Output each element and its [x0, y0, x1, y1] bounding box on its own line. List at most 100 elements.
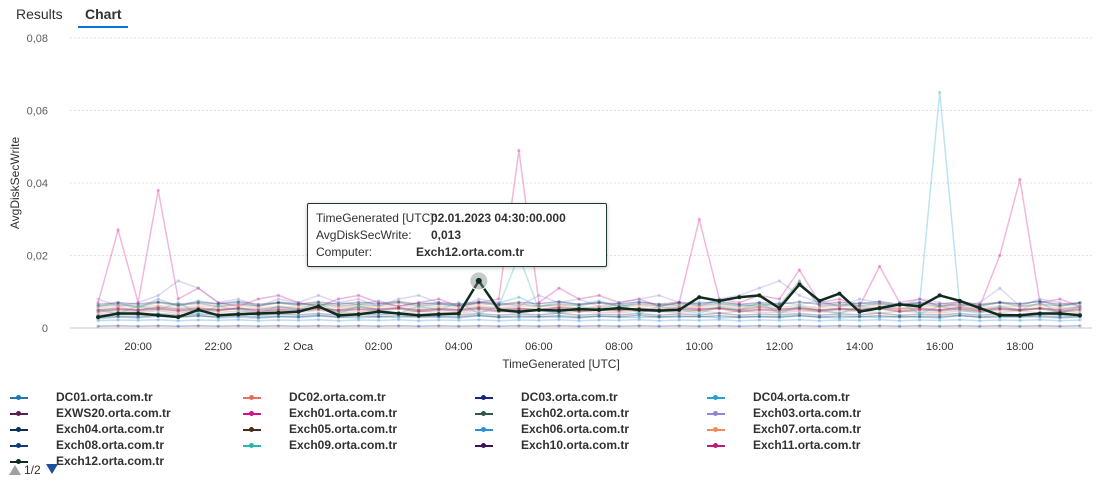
- data-point: [336, 319, 341, 323]
- data-point: [617, 309, 621, 313]
- data-point: [256, 316, 260, 320]
- x-tick-label: 20:00: [124, 341, 152, 353]
- data-point: [356, 302, 361, 307]
- data-point: [797, 311, 802, 316]
- data-point: [777, 324, 781, 328]
- data-point: [978, 302, 982, 307]
- series-line: [98, 318, 1081, 322]
- data-point: [176, 302, 180, 307]
- data-point: [497, 313, 501, 317]
- data-point: [156, 188, 160, 192]
- data-point: [156, 309, 160, 313]
- data-point: [497, 303, 501, 307]
- data-point: [376, 309, 381, 314]
- data-point: [697, 307, 701, 312]
- data-point: [437, 301, 441, 305]
- data-point: [998, 253, 1002, 258]
- data-point: [998, 304, 1002, 308]
- data-point: [918, 318, 922, 322]
- legend-marker-icon: [481, 411, 486, 416]
- tab-chart[interactable]: Chart: [85, 6, 122, 22]
- data-point: [136, 318, 140, 322]
- data-point: [938, 90, 942, 94]
- data-point: [236, 297, 240, 301]
- data-point: [998, 300, 1002, 304]
- data-point: [978, 315, 982, 319]
- data-point: [417, 306, 421, 310]
- data-point: [958, 309, 962, 313]
- data-point: [938, 308, 942, 312]
- series-line: [98, 279, 1081, 308]
- data-point: [377, 299, 381, 303]
- data-point: [757, 318, 761, 322]
- line-chart[interactable]: 0 0,02 0,04 0,06 0,08 20:00 22:00 2 Oca 02:00 04:…: [0, 30, 1098, 382]
- data-point: [196, 286, 200, 290]
- legend-page-down-icon[interactable]: [46, 462, 58, 476]
- data-point: [216, 309, 220, 313]
- data-point: [497, 319, 501, 323]
- data-point: [977, 306, 982, 311]
- data-point: [938, 313, 942, 317]
- data-point: [637, 297, 641, 301]
- data-point: [898, 324, 902, 328]
- data-point: [677, 301, 681, 305]
- data-point: [176, 311, 180, 316]
- data-point: [356, 316, 361, 320]
- data-point: [577, 316, 581, 320]
- data-point: [857, 297, 862, 301]
- legend-page-up-icon[interactable]: [8, 462, 21, 476]
- data-point: [356, 304, 361, 308]
- data-point: [116, 302, 120, 307]
- x-tick-label: 16:00: [926, 341, 954, 353]
- data-point: [677, 304, 681, 308]
- data-point: [176, 324, 180, 328]
- data-point: [938, 305, 942, 309]
- data-point: [958, 314, 962, 318]
- y-axis-label: AvgDiskSecWrite: [8, 137, 22, 230]
- data-point: [216, 310, 220, 314]
- data-point: [236, 315, 240, 319]
- data-point: [336, 308, 341, 312]
- data-point: [697, 303, 701, 307]
- data-point: [356, 324, 361, 328]
- data-point: [1038, 299, 1042, 303]
- data-point: [918, 324, 922, 328]
- data-point: [256, 297, 260, 301]
- data-point: [316, 307, 321, 311]
- data-point: [537, 305, 541, 309]
- data-point: [697, 304, 701, 308]
- data-point: [497, 315, 501, 319]
- data-point: [296, 318, 301, 322]
- data-point: [697, 313, 701, 317]
- data-point: [517, 300, 521, 304]
- legend-label: Exch07.orta.com.tr: [753, 422, 862, 436]
- data-point: [697, 305, 701, 309]
- tab-results[interactable]: Results: [16, 6, 63, 22]
- data-point: [817, 304, 822, 308]
- data-point: [457, 302, 461, 306]
- data-point: [857, 324, 862, 328]
- data-point: [136, 302, 140, 306]
- data-point: [557, 324, 561, 328]
- data-point: [797, 293, 802, 297]
- x-tick-label: 04:00: [445, 341, 473, 353]
- data-point: [918, 308, 922, 312]
- data-point: [697, 311, 701, 316]
- data-point: [96, 319, 100, 323]
- data-point: [1058, 316, 1062, 320]
- data-point: [1078, 318, 1082, 322]
- data-point: [316, 324, 321, 328]
- legend-marker-icon: [16, 427, 21, 432]
- data-point: [757, 301, 761, 305]
- data-point: [577, 313, 581, 317]
- data-point: [417, 308, 421, 312]
- data-point: [958, 307, 962, 311]
- data-point: [857, 304, 862, 308]
- data-point: [236, 303, 240, 307]
- legend-marker-icon: [481, 427, 486, 432]
- data-point: [396, 311, 401, 316]
- data-point: [176, 306, 180, 310]
- data-point: [477, 313, 481, 317]
- data-point: [637, 313, 641, 317]
- data-point: [998, 286, 1002, 290]
